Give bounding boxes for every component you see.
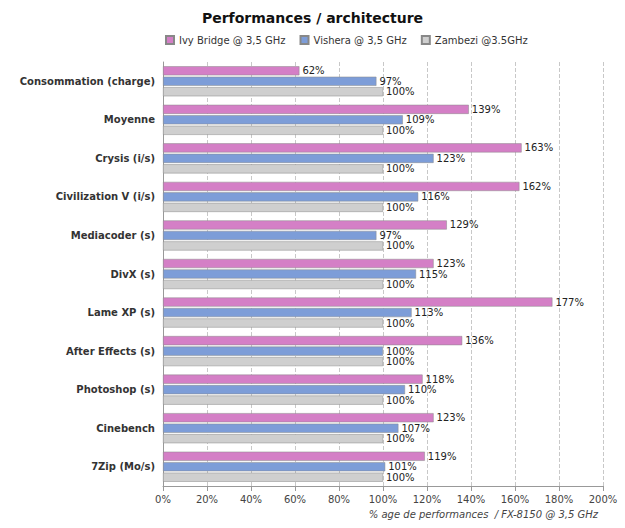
svg-text:107%: 107% — [401, 423, 430, 434]
svg-text:Cinebench: Cinebench — [96, 423, 155, 434]
svg-text:177%: 177% — [555, 297, 584, 308]
svg-text:100%: 100% — [386, 472, 415, 483]
svg-text:After Effects (s): After Effects (s) — [66, 346, 155, 357]
svg-text:7Zip (Mo/s): 7Zip (Mo/s) — [91, 461, 155, 472]
svg-text:123%: 123% — [437, 412, 466, 423]
svg-text:160%: 160% — [501, 494, 530, 505]
svg-text:119%: 119% — [428, 451, 457, 462]
svg-text:180%: 180% — [545, 494, 574, 505]
svg-text:Crysis (i/s): Crysis (i/s) — [95, 153, 155, 164]
svg-text:80%: 80% — [328, 494, 350, 505]
svg-text:100%: 100% — [369, 494, 398, 505]
svg-text:Moyenne: Moyenne — [104, 114, 155, 125]
svg-text:100%: 100% — [386, 202, 415, 213]
svg-text:97%: 97% — [379, 76, 401, 87]
svg-text:116%: 116% — [421, 191, 450, 202]
svg-text:62%: 62% — [302, 65, 324, 76]
svg-text:97%: 97% — [379, 230, 401, 241]
svg-text:118%: 118% — [426, 374, 455, 385]
svg-text:123%: 123% — [437, 153, 466, 164]
svg-text:100%: 100% — [386, 163, 415, 174]
svg-text:0%: 0% — [155, 494, 171, 505]
svg-text:110%: 110% — [408, 384, 437, 395]
svg-text:Zambezi @3.5GHz: Zambezi @3.5GHz — [435, 35, 528, 46]
svg-text:100%: 100% — [386, 433, 415, 444]
svg-text:100%: 100% — [386, 240, 415, 251]
svg-text:140%: 140% — [457, 494, 486, 505]
svg-text:Vishera @ 3,5 GHz: Vishera @ 3,5 GHz — [314, 35, 407, 46]
svg-text:100%: 100% — [386, 346, 415, 357]
svg-text:Civilization V (i/s): Civilization V (i/s) — [56, 191, 155, 202]
svg-text:Lame XP (s): Lame XP (s) — [88, 307, 155, 318]
svg-text:100%: 100% — [386, 318, 415, 329]
svg-text:163%: 163% — [525, 142, 554, 153]
svg-text:Consommation (charge): Consommation (charge) — [20, 76, 155, 87]
svg-text:101%: 101% — [388, 461, 417, 472]
svg-text:20%: 20% — [196, 494, 218, 505]
svg-text:129%: 129% — [450, 219, 479, 230]
svg-text:100%: 100% — [386, 395, 415, 406]
svg-text:100%: 100% — [386, 279, 415, 290]
svg-text:109%: 109% — [406, 114, 435, 125]
svg-text:100%: 100% — [386, 86, 415, 97]
svg-text:100%: 100% — [386, 125, 415, 136]
svg-text:DivX (s): DivX (s) — [110, 269, 155, 280]
svg-text:115%: 115% — [419, 269, 448, 280]
svg-text:Photoshop (s): Photoshop (s) — [76, 384, 155, 395]
svg-text:200%: 200% — [589, 494, 618, 505]
svg-text:120%: 120% — [413, 494, 442, 505]
svg-text:123%: 123% — [437, 258, 466, 269]
svg-text:Ivy Bridge @ 3,5 GHz: Ivy Bridge @ 3,5 GHz — [179, 35, 286, 46]
svg-text:100%: 100% — [386, 356, 415, 367]
svg-text:162%: 162% — [522, 181, 551, 192]
svg-text:113%: 113% — [415, 307, 444, 318]
svg-text:% age de performances / FX-81: % age de performances / FX-8150 @ 3,5 GH… — [369, 509, 599, 520]
svg-text:40%: 40% — [240, 494, 262, 505]
svg-text:136%: 136% — [465, 335, 494, 346]
svg-text:60%: 60% — [284, 494, 306, 505]
svg-text:Performances / architecture: Performances / architecture — [202, 10, 423, 26]
svg-text:139%: 139% — [472, 104, 501, 115]
svg-text:Mediacoder (s): Mediacoder (s) — [71, 230, 155, 241]
